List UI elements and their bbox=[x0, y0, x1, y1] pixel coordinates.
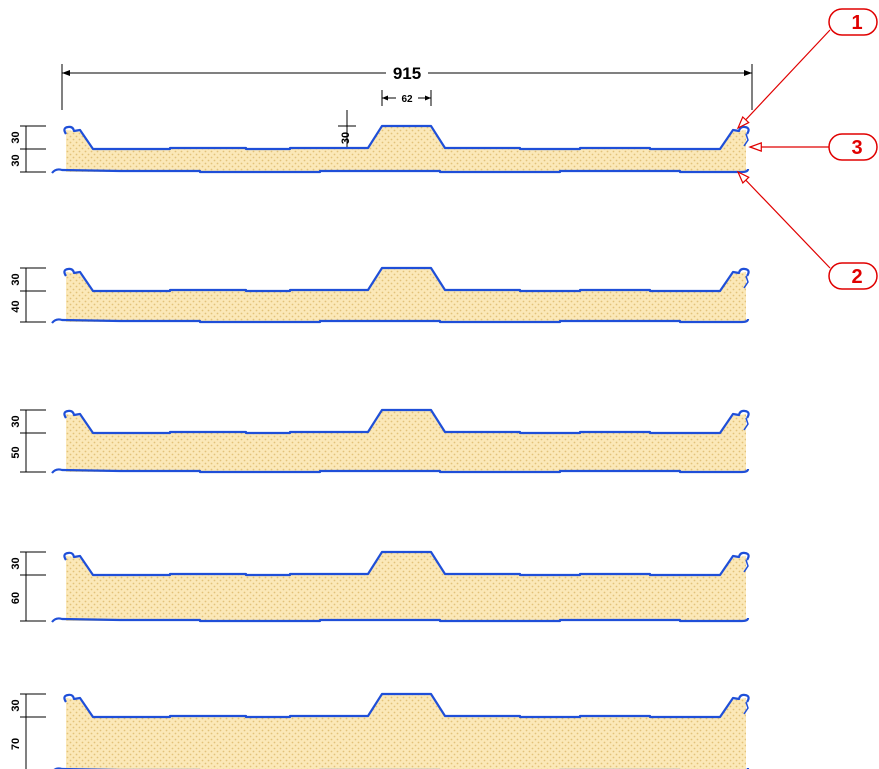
top-steel-sheet bbox=[63, 692, 750, 719]
rib-height-dim-label: 30 bbox=[10, 273, 22, 285]
panel-1: 30 30 bbox=[10, 124, 750, 174]
panel-5: 30 70 bbox=[10, 692, 750, 769]
callout-label: 1 bbox=[851, 12, 862, 34]
callout-1: 1 bbox=[736, 8, 878, 130]
core-thickness-dim-label: 50 bbox=[10, 446, 22, 458]
edge-joint bbox=[743, 417, 749, 431]
top-steel-sheet bbox=[63, 124, 750, 151]
callout-bubble bbox=[828, 262, 878, 290]
rib-width-label: 62 bbox=[401, 94, 413, 105]
rib-height-dim-label: 30 bbox=[10, 557, 22, 569]
core-thickness-dim-label: 40 bbox=[10, 300, 22, 312]
core-fill bbox=[66, 410, 746, 472]
overall-width-label: 915 bbox=[393, 64, 421, 83]
callout-2: 2 bbox=[736, 170, 878, 290]
bottom-steel-sheet bbox=[51, 318, 750, 324]
callout-bubble bbox=[828, 8, 878, 36]
panel-profiles: 30 30 30 40 30 50 30 60 30 70 bbox=[10, 124, 750, 769]
panel-4: 30 60 bbox=[10, 550, 750, 623]
core-thickness-dim-label: 60 bbox=[10, 592, 22, 604]
bottom-steel-sheet bbox=[51, 168, 750, 174]
rib-height-dim-label: 30 bbox=[10, 131, 22, 143]
core-fill bbox=[66, 694, 746, 769]
edge-joint bbox=[743, 559, 749, 573]
top-steel-sheet bbox=[63, 550, 750, 577]
rib-width-dimension: 62 bbox=[381, 90, 432, 106]
core-fill bbox=[66, 126, 746, 172]
panel-2: 30 40 bbox=[10, 266, 750, 324]
callout-label: 3 bbox=[851, 137, 862, 159]
core-fill bbox=[66, 552, 746, 621]
rib-height-dim-label: 30 bbox=[10, 699, 22, 711]
callout-3: 3 bbox=[748, 133, 878, 161]
callout-label: 2 bbox=[851, 266, 862, 288]
callouts: 1 3 2 bbox=[736, 8, 878, 290]
overall-width-dimension: 915 bbox=[61, 62, 753, 110]
rib-height-label: 30 bbox=[340, 132, 352, 144]
callout-bubble bbox=[828, 133, 878, 161]
panel-3: 30 50 bbox=[10, 408, 750, 474]
top-steel-sheet bbox=[63, 266, 750, 293]
bottom-steel-sheet bbox=[51, 468, 750, 474]
edge-joint bbox=[743, 133, 749, 147]
edge-joint bbox=[743, 701, 749, 715]
bottom-steel-sheet bbox=[51, 617, 750, 623]
core-thickness-dim-label: 30 bbox=[10, 154, 22, 166]
top-steel-sheet bbox=[63, 408, 750, 435]
core-fill bbox=[66, 268, 746, 322]
edge-joint bbox=[743, 275, 749, 289]
rib-height-dim-label: 30 bbox=[10, 415, 22, 427]
core-thickness-dim-label: 70 bbox=[10, 738, 22, 750]
